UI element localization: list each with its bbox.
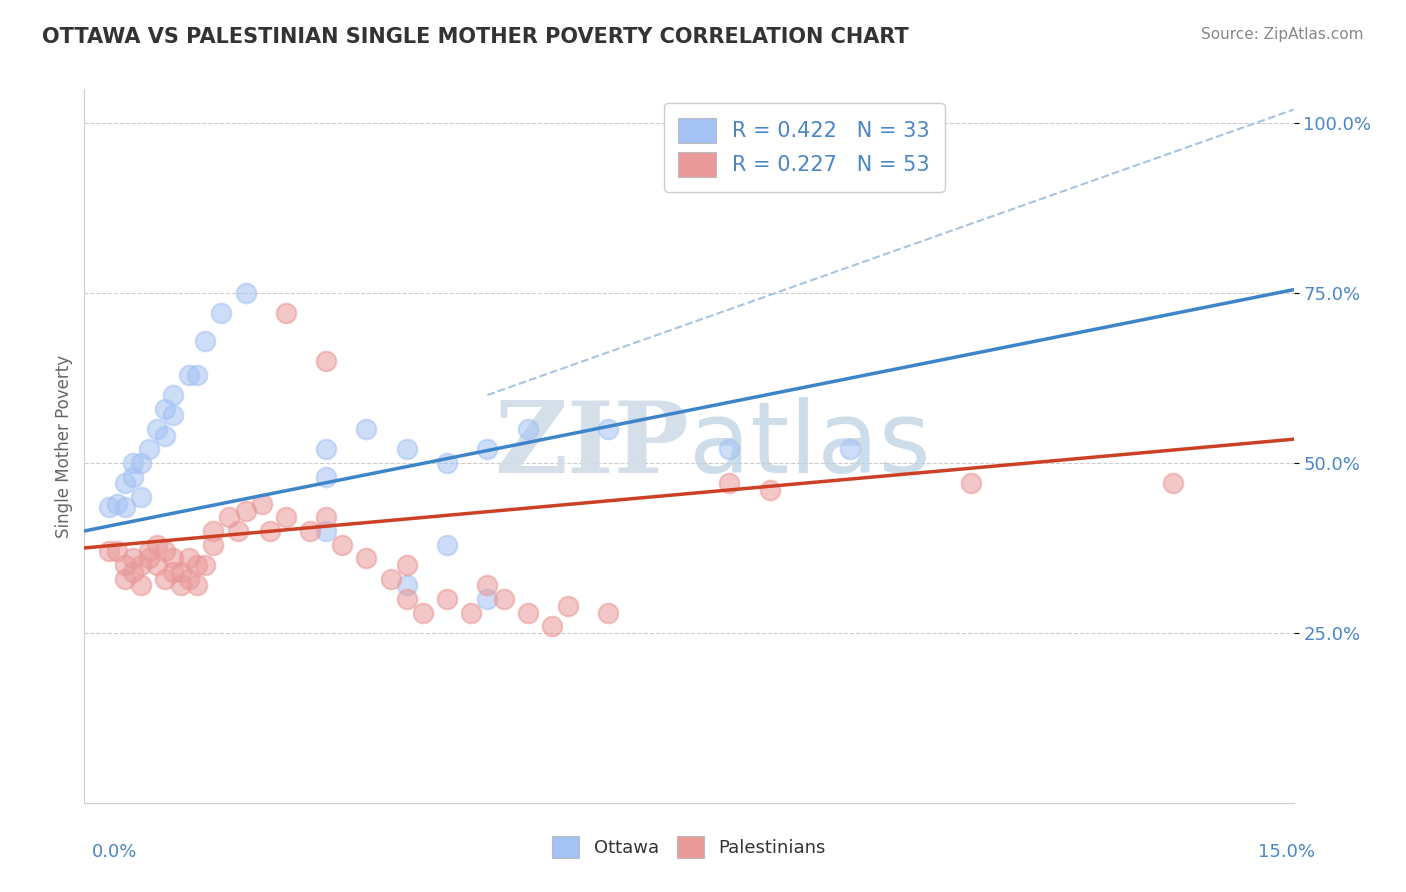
- Point: [436, 456, 458, 470]
- Point: [235, 286, 257, 301]
- Point: [138, 544, 160, 558]
- Point: [153, 429, 176, 443]
- Point: [146, 558, 169, 572]
- Point: [121, 565, 143, 579]
- Text: atlas: atlas: [689, 398, 931, 494]
- Point: [315, 524, 337, 538]
- Point: [170, 578, 193, 592]
- Point: [315, 354, 337, 368]
- Point: [105, 544, 128, 558]
- Point: [516, 606, 538, 620]
- Point: [162, 388, 184, 402]
- Point: [153, 544, 176, 558]
- Point: [477, 591, 499, 606]
- Point: [194, 334, 217, 348]
- Point: [395, 558, 418, 572]
- Point: [516, 422, 538, 436]
- Point: [380, 572, 402, 586]
- Point: [315, 510, 337, 524]
- Point: [436, 537, 458, 551]
- Point: [477, 578, 499, 592]
- Point: [97, 544, 120, 558]
- Point: [395, 578, 418, 592]
- Point: [492, 591, 515, 606]
- Point: [129, 490, 152, 504]
- Point: [146, 537, 169, 551]
- Point: [395, 591, 418, 606]
- Point: [129, 578, 152, 592]
- Point: [121, 469, 143, 483]
- Point: [129, 456, 152, 470]
- Point: [121, 456, 143, 470]
- Point: [162, 551, 184, 566]
- Point: [114, 572, 136, 586]
- Point: [541, 619, 564, 633]
- Point: [153, 572, 176, 586]
- Point: [162, 565, 184, 579]
- Point: [209, 306, 232, 320]
- Point: [315, 442, 337, 457]
- Point: [179, 572, 201, 586]
- Text: Source: ZipAtlas.com: Source: ZipAtlas.com: [1201, 27, 1364, 42]
- Text: OTTAWA VS PALESTINIAN SINGLE MOTHER POVERTY CORRELATION CHART: OTTAWA VS PALESTINIAN SINGLE MOTHER POVE…: [42, 27, 908, 46]
- Point: [235, 503, 257, 517]
- Point: [186, 368, 208, 382]
- Point: [114, 558, 136, 572]
- Point: [202, 524, 225, 538]
- Point: [162, 409, 184, 423]
- Point: [395, 442, 418, 457]
- Point: [718, 476, 741, 491]
- Point: [170, 565, 193, 579]
- Point: [259, 524, 281, 538]
- Point: [598, 606, 620, 620]
- Point: [202, 537, 225, 551]
- Point: [1161, 476, 1184, 491]
- Text: ZIP: ZIP: [494, 398, 689, 494]
- Text: 15.0%: 15.0%: [1257, 843, 1315, 861]
- Point: [315, 469, 337, 483]
- Point: [138, 442, 160, 457]
- Point: [250, 497, 273, 511]
- Point: [146, 422, 169, 436]
- Point: [138, 551, 160, 566]
- Point: [194, 558, 217, 572]
- Point: [274, 306, 297, 320]
- Point: [226, 524, 249, 538]
- Point: [153, 401, 176, 416]
- Point: [436, 591, 458, 606]
- Point: [758, 483, 780, 498]
- Point: [179, 551, 201, 566]
- Point: [839, 442, 862, 457]
- Point: [274, 510, 297, 524]
- Point: [718, 442, 741, 457]
- Point: [460, 606, 482, 620]
- Point: [105, 497, 128, 511]
- Text: 0.0%: 0.0%: [91, 843, 136, 861]
- Legend: Ottawa, Palestinians: Ottawa, Palestinians: [546, 829, 832, 865]
- Point: [598, 422, 620, 436]
- Point: [477, 442, 499, 457]
- Point: [186, 558, 208, 572]
- Point: [97, 500, 120, 515]
- Point: [330, 537, 353, 551]
- Point: [129, 558, 152, 572]
- Point: [114, 476, 136, 491]
- Point: [412, 606, 434, 620]
- Point: [299, 524, 322, 538]
- Point: [356, 551, 378, 566]
- Point: [356, 422, 378, 436]
- Point: [186, 578, 208, 592]
- Point: [960, 476, 983, 491]
- Point: [114, 500, 136, 515]
- Point: [179, 368, 201, 382]
- Point: [121, 551, 143, 566]
- Point: [557, 599, 579, 613]
- Y-axis label: Single Mother Poverty: Single Mother Poverty: [55, 354, 73, 538]
- Point: [218, 510, 240, 524]
